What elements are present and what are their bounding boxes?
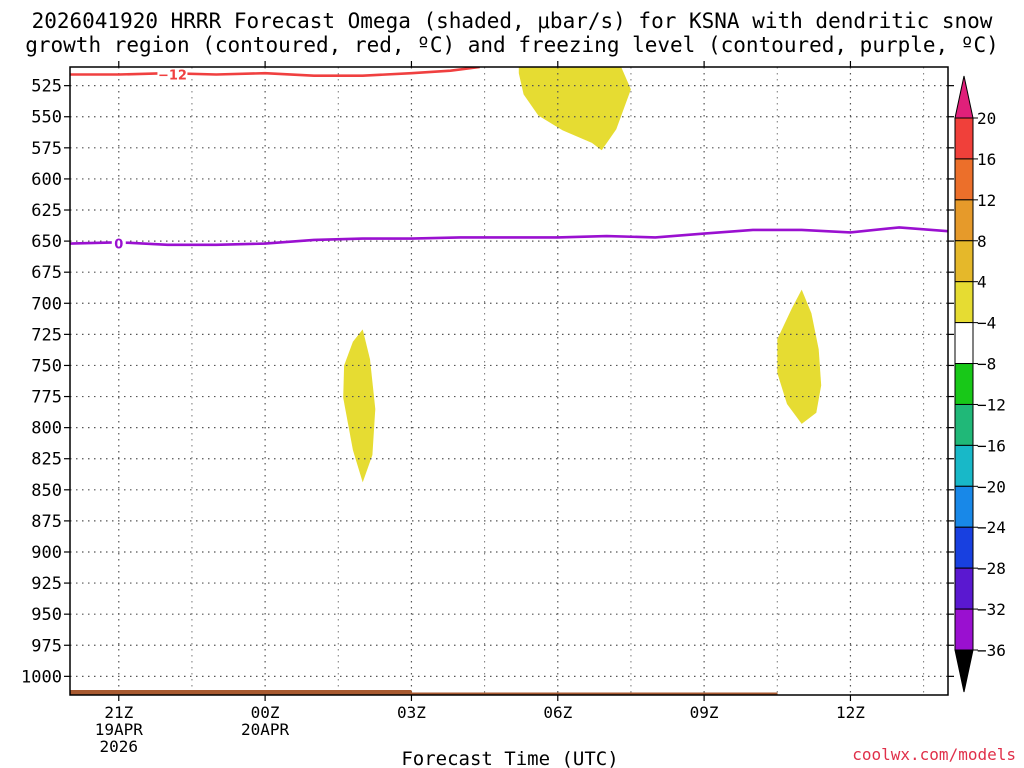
- contour-label-bg: [111, 236, 126, 251]
- y-tick-label: 1000: [21, 667, 62, 687]
- colorbar-top-arrow: [954, 75, 974, 119]
- colorbar-segment: [954, 567, 974, 610]
- plot-frame: [69, 66, 949, 696]
- colorbar-label: −36: [977, 641, 1006, 660]
- plot-area: −120525550575600625650675700725750775800…: [21, 61, 1006, 756]
- credit-text: coolwx.com/models: [852, 745, 1016, 764]
- y-tick-label: 650: [31, 232, 62, 252]
- colorbar-segment: [954, 281, 974, 324]
- colorbar-label: −12: [977, 395, 1006, 414]
- contour-label: −12: [158, 68, 187, 83]
- chart-title-line-2: growth region (contoured, red, ºC) and f…: [25, 33, 999, 57]
- x-tick-label: 00Z: [251, 703, 280, 722]
- colorbar-label: 4: [977, 273, 987, 292]
- x-tick-label: 09Z: [690, 703, 719, 722]
- x-tick-label: 21Z: [104, 703, 133, 722]
- x-axis-label: Forecast Time (UTC): [401, 748, 618, 768]
- contour-line: [70, 226, 948, 247]
- colorbar-label: −32: [977, 600, 1006, 619]
- colorbar-label: −20: [977, 477, 1006, 496]
- x-tick-label: 03Z: [397, 703, 426, 722]
- colorbar-segment: [954, 158, 974, 201]
- y-tick-label: 600: [31, 170, 62, 190]
- x-tick-label: 20APR: [241, 720, 290, 739]
- colorbar-segment: [954, 485, 974, 528]
- y-tick-label: 675: [31, 263, 62, 283]
- omega-shaded-region: [518, 67, 631, 151]
- colorbar-segment: [954, 322, 974, 365]
- terrain-surface: [70, 690, 948, 695]
- x-tick-label: 19APR: [95, 720, 144, 739]
- y-tick-label: 700: [31, 294, 62, 314]
- x-tick-label: 12Z: [836, 703, 865, 722]
- colorbar-segment: [954, 240, 974, 283]
- colorbar-segment: [954, 444, 974, 487]
- y-tick-label: 775: [31, 388, 62, 408]
- colorbar-label: −24: [977, 518, 1006, 537]
- y-tick-label: 625: [31, 201, 62, 221]
- contour-label: 0: [114, 238, 123, 253]
- y-tick-label: 950: [31, 605, 62, 625]
- colorbar-label: −4: [977, 314, 996, 333]
- colorbar-segment: [954, 403, 974, 446]
- y-tick-label: 575: [31, 139, 62, 159]
- y-tick-label: 550: [31, 108, 62, 128]
- y-tick-label: 975: [31, 636, 62, 656]
- y-tick-label: 925: [31, 574, 62, 594]
- chart-title-line-1: 2026041920 HRRR Forecast Omega (shaded, …: [32, 9, 993, 33]
- y-tick-label: 750: [31, 356, 62, 376]
- x-tick-label: 2026: [100, 737, 139, 756]
- colorbar-segment: [954, 608, 974, 651]
- omega-shaded-region: [343, 329, 376, 483]
- colorbar-label: 20: [977, 109, 996, 128]
- y-tick-label: 825: [31, 450, 62, 470]
- colorbar-segment: [954, 526, 974, 569]
- colorbar-label: 12: [977, 191, 996, 210]
- colorbar-label: 8: [977, 232, 987, 251]
- colorbar-label: −16: [977, 436, 1006, 455]
- colorbar-segment: [954, 199, 974, 242]
- contour-label-bg: [157, 67, 188, 82]
- y-tick-label: 850: [31, 481, 62, 501]
- y-tick-label: 800: [31, 419, 62, 439]
- y-tick-label: 525: [31, 77, 62, 97]
- omega-shaded-region: [777, 289, 822, 424]
- colorbar-bottom-arrow: [954, 649, 974, 693]
- y-tick-label: 725: [31, 325, 62, 345]
- y-tick-label: 900: [31, 543, 62, 563]
- colorbar-segment: [954, 117, 974, 160]
- x-tick-label: 06Z: [543, 703, 572, 722]
- colorbar-segment: [954, 363, 974, 405]
- plot-interior: −12 0: [70, 67, 948, 695]
- contour-line: [70, 67, 480, 77]
- colorbar-label: 16: [977, 150, 996, 169]
- colorbar-label: −28: [977, 559, 1006, 578]
- y-tick-label: 875: [31, 512, 62, 532]
- colorbar-label: −8: [977, 355, 996, 374]
